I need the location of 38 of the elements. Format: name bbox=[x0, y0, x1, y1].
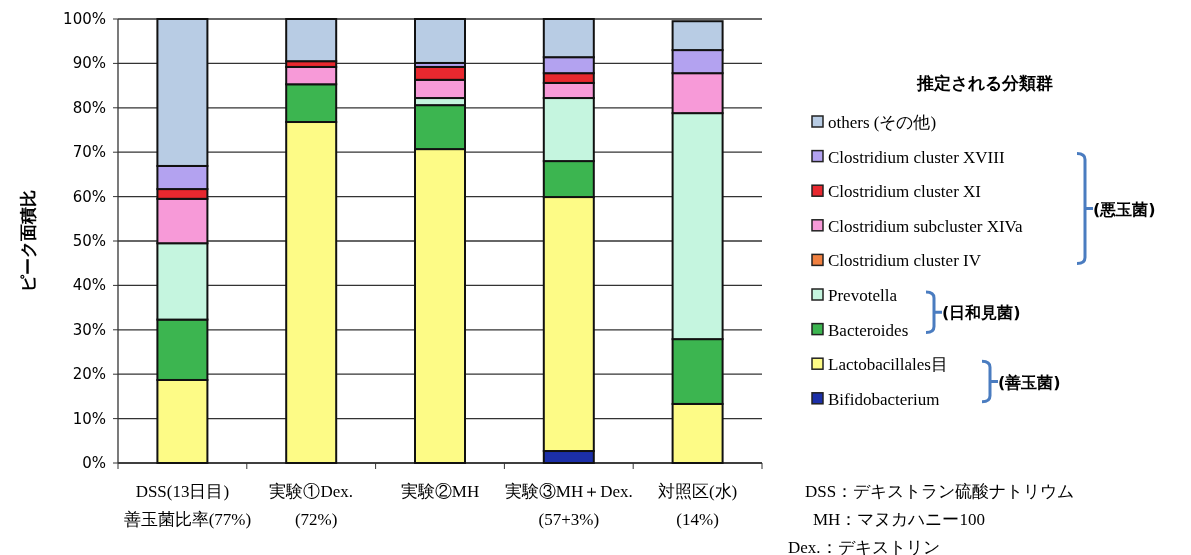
y-tick-label: 20% bbox=[72, 365, 106, 384]
y-tick-label: 90% bbox=[72, 54, 106, 73]
text: 善玉菌比率(77%) bbox=[123, 510, 252, 529]
legend-label: Clostridium cluster XI bbox=[828, 182, 982, 202]
x-tick-label: 実験②MH bbox=[400, 482, 480, 501]
x-tick-label: 実験③MH＋Dex. bbox=[504, 482, 633, 501]
y-tick-label: 40% bbox=[72, 276, 106, 295]
bracket: (日和見菌) bbox=[924, 290, 1021, 335]
y-tick-label: 70% bbox=[72, 143, 106, 162]
y-tick-label: 50% bbox=[72, 232, 106, 250]
bracket: (悪玉菌) bbox=[1075, 152, 1156, 265]
y-tick-label: 0% bbox=[82, 454, 106, 472]
y-tick-label: 80% bbox=[72, 98, 106, 117]
text: MH：マヌカハニー100 bbox=[813, 510, 985, 529]
x-tick-label: DSS(13日目) bbox=[135, 482, 230, 501]
legend-label: Lactobacillales目 bbox=[828, 355, 948, 375]
text: (72%) bbox=[294, 510, 338, 529]
y-tick-label: 60% bbox=[72, 187, 106, 206]
bar bbox=[414, 18, 466, 64]
legend-label: Clostridium subcluster XIVa bbox=[828, 216, 1023, 236]
y-tick-label: 10% bbox=[72, 409, 106, 428]
y-tick-label: 100% bbox=[63, 10, 106, 28]
text: DSS：デキストラン硫酸ナトリウム bbox=[805, 482, 1075, 501]
legend-label: others (その他) bbox=[828, 113, 937, 132]
text: Dex.：デキストリン bbox=[788, 538, 940, 555]
x-tick-label: 実験①Dex. bbox=[269, 482, 353, 501]
text: (57+3%) bbox=[538, 510, 600, 529]
bracket: (善玉菌) bbox=[980, 359, 1061, 404]
text: (14%) bbox=[676, 510, 719, 529]
legend-label: Prevotella bbox=[828, 286, 898, 305]
legend-label: Clostridium cluster XVIII bbox=[828, 147, 1005, 167]
x-tick-label: 対照区(水) bbox=[657, 482, 738, 501]
legend-title: 推定される分類群 bbox=[916, 73, 1053, 93]
legend-label: Bifidobacterium bbox=[828, 389, 940, 409]
y-tick-label: 30% bbox=[72, 320, 106, 339]
legend-label: Clostridium cluster IV bbox=[828, 251, 982, 271]
legend-label: Bacteroides bbox=[828, 320, 909, 340]
y-axis-title: ピーク面積比 bbox=[18, 190, 38, 292]
